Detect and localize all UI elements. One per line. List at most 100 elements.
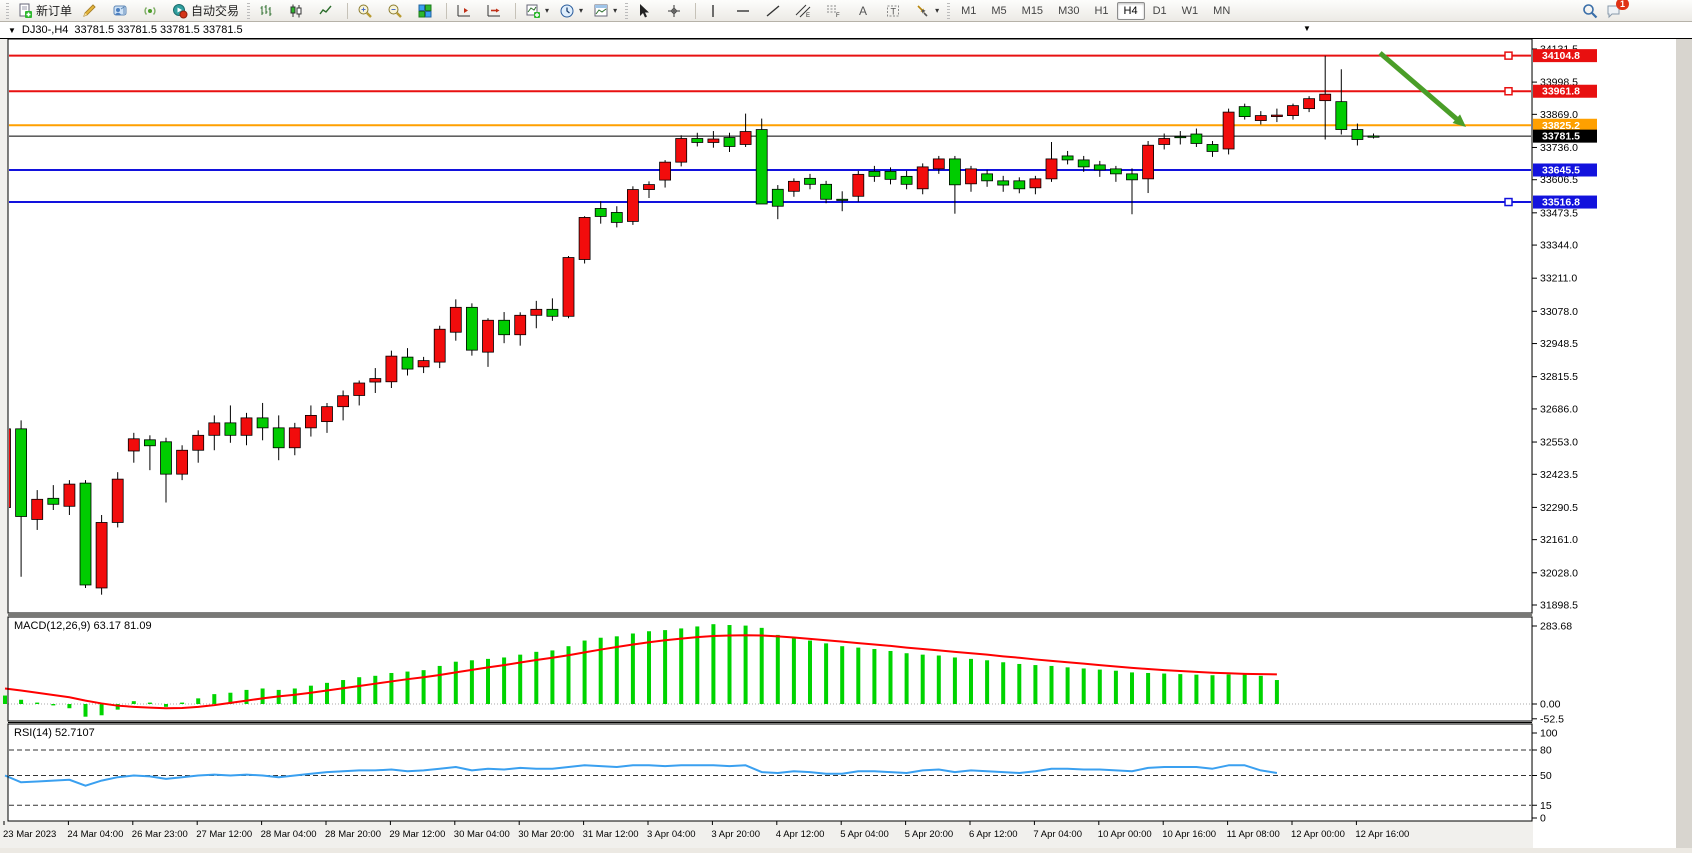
horizontal-line-button[interactable] [731, 0, 759, 22]
macd-bar [743, 625, 748, 704]
level-marker-33516.8[interactable] [1504, 197, 1513, 207]
macd-bar [325, 682, 329, 704]
candle-body [1142, 144, 1154, 180]
level-33825.2-badge-label: 33825.2 [1542, 120, 1580, 132]
timeframe-M15[interactable]: M15 [1021, 4, 1044, 17]
chart-shift-button[interactable] [482, 0, 510, 22]
line-chart-button[interactable] [314, 0, 342, 22]
candle-body [546, 308, 559, 317]
trendline-icon [766, 4, 780, 17]
macd-bar [952, 657, 957, 704]
chart-canvas[interactable]: MACD(12,26,9) 63.17 81.09 RSI(14) 52.7107… [0, 38, 1692, 848]
svg-text:F: F [836, 13, 840, 19]
arrow-objects-button[interactable]: ▾ [911, 0, 943, 22]
trend-arrow-annotation[interactable] [1378, 51, 1461, 123]
macd-bar [1210, 675, 1215, 704]
indicators-button[interactable]: ▾ [521, 0, 553, 22]
tile-windows-button[interactable] [413, 0, 441, 22]
macd-bar [469, 660, 474, 704]
zoom-out-button[interactable] [383, 0, 411, 22]
toolbar: 新订单 自动交易 [0, 0, 1692, 22]
candle-body [160, 441, 172, 475]
level-marker-34104.8[interactable] [1504, 51, 1513, 60]
indicators-dropdown-caret[interactable]: ▾ [545, 6, 550, 15]
vertical-line-button[interactable] [701, 0, 729, 22]
crosshair-button[interactable] [662, 0, 690, 22]
candle-body [1045, 158, 1058, 180]
periods-dropdown-caret[interactable]: ▾ [579, 6, 584, 15]
candle-body [304, 414, 317, 429]
candle-body [31, 498, 44, 520]
macd-bar [1049, 665, 1054, 704]
templates-button[interactable]: ▾ [589, 0, 621, 22]
trendline-button[interactable] [761, 0, 789, 22]
time-label: 3 Apr 04:00 [647, 829, 696, 840]
timeframe-M5[interactable]: M5 [991, 4, 1007, 17]
candle-body [997, 180, 1010, 186]
notifications-button[interactable]: 1 [1606, 0, 1629, 19]
chart-title: DJ30-,H4 [21, 24, 69, 36]
macd-bar [1017, 663, 1022, 704]
time-label: 10 Apr 16:00 [1162, 829, 1216, 840]
equidistant-channel-button[interactable]: E [791, 0, 819, 22]
candle-body [1061, 155, 1074, 161]
level-33645.5-badge [1533, 163, 1597, 177]
macd-bar [405, 671, 410, 704]
price-tick-label: 32423.5 [1540, 469, 1578, 481]
chart-dropdown-marker[interactable]: ▼ [1303, 24, 1311, 33]
metaeditor-button[interactable] [78, 0, 106, 22]
bar-chart-button[interactable] [254, 0, 282, 22]
macd-bar [437, 665, 442, 704]
toolbar-separator [515, 2, 517, 19]
candle-body [755, 129, 768, 205]
level-33961.8-badge-label: 33961.8 [1542, 86, 1580, 98]
timeframe-M1[interactable]: M1 [961, 4, 977, 17]
periods-button[interactable]: ▾ [555, 0, 587, 22]
level-34104.8-badge [1533, 49, 1597, 63]
chart-shift-icon [487, 4, 501, 16]
price-tick-label: 33606.5 [1540, 174, 1578, 186]
time-label: 30 Mar 04:00 [454, 829, 510, 840]
macd-bar [1001, 662, 1006, 704]
time-label: 12 Apr 16:00 [1355, 829, 1409, 840]
indicators-icon [526, 4, 541, 18]
candle-body [981, 173, 993, 182]
time-axis[interactable]: 23 Mar 2023 24 Mar 04:00 26 Mar 23:00 27 Ma… [3, 821, 1409, 840]
templates-dropdown-caret[interactable]: ▾ [613, 6, 618, 15]
signals-button[interactable] [138, 0, 166, 22]
zoom-in-button[interactable] [353, 0, 381, 22]
new-order-button[interactable]: 新订单 [13, 0, 76, 22]
search-icon[interactable] [1582, 3, 1598, 19]
macd-bar [35, 702, 40, 704]
text-label-button[interactable]: T [881, 0, 909, 22]
tile-windows-icon [418, 4, 432, 17]
time-label: 26 Mar 23:00 [132, 829, 188, 840]
arrow-objects-dropdown-caret[interactable]: ▾ [935, 6, 940, 15]
auto-scroll-button[interactable] [452, 0, 480, 22]
fibonacci-button[interactable]: F [821, 0, 849, 22]
candle-body [321, 406, 333, 423]
candle-body [1319, 93, 1332, 102]
timeframe-M30[interactable]: M30 [1058, 4, 1080, 17]
macd-bar [598, 637, 603, 704]
timeframe-MN[interactable]: MN [1213, 4, 1231, 17]
terminal-button[interactable] [108, 0, 136, 22]
candlestick-chart-button[interactable] [284, 0, 312, 22]
macd-bar [985, 660, 990, 704]
candle-body [949, 158, 961, 186]
text-button[interactable]: A [851, 0, 879, 22]
cursor-icon [640, 3, 650, 17]
cursor-button[interactable] [632, 0, 660, 22]
chart-menu-triangle[interactable]: ▼ [8, 25, 16, 35]
candle-body [127, 438, 140, 452]
rsi-axis-label: 80 [1540, 745, 1552, 757]
timeframe-H4[interactable]: H4 [1116, 1, 1145, 20]
timeframe-H1[interactable]: H1 [1094, 4, 1109, 17]
timeframe-D1[interactable]: D1 [1152, 4, 1167, 17]
level-marker-33961.8[interactable] [1504, 86, 1513, 96]
timeframe-W1[interactable]: W1 [1181, 4, 1199, 17]
autotrading-button[interactable]: 自动交易 [168, 0, 243, 22]
macd-bar [872, 649, 877, 704]
time-label: 7 Apr 04:00 [1033, 829, 1082, 840]
macd-bar [840, 646, 845, 704]
